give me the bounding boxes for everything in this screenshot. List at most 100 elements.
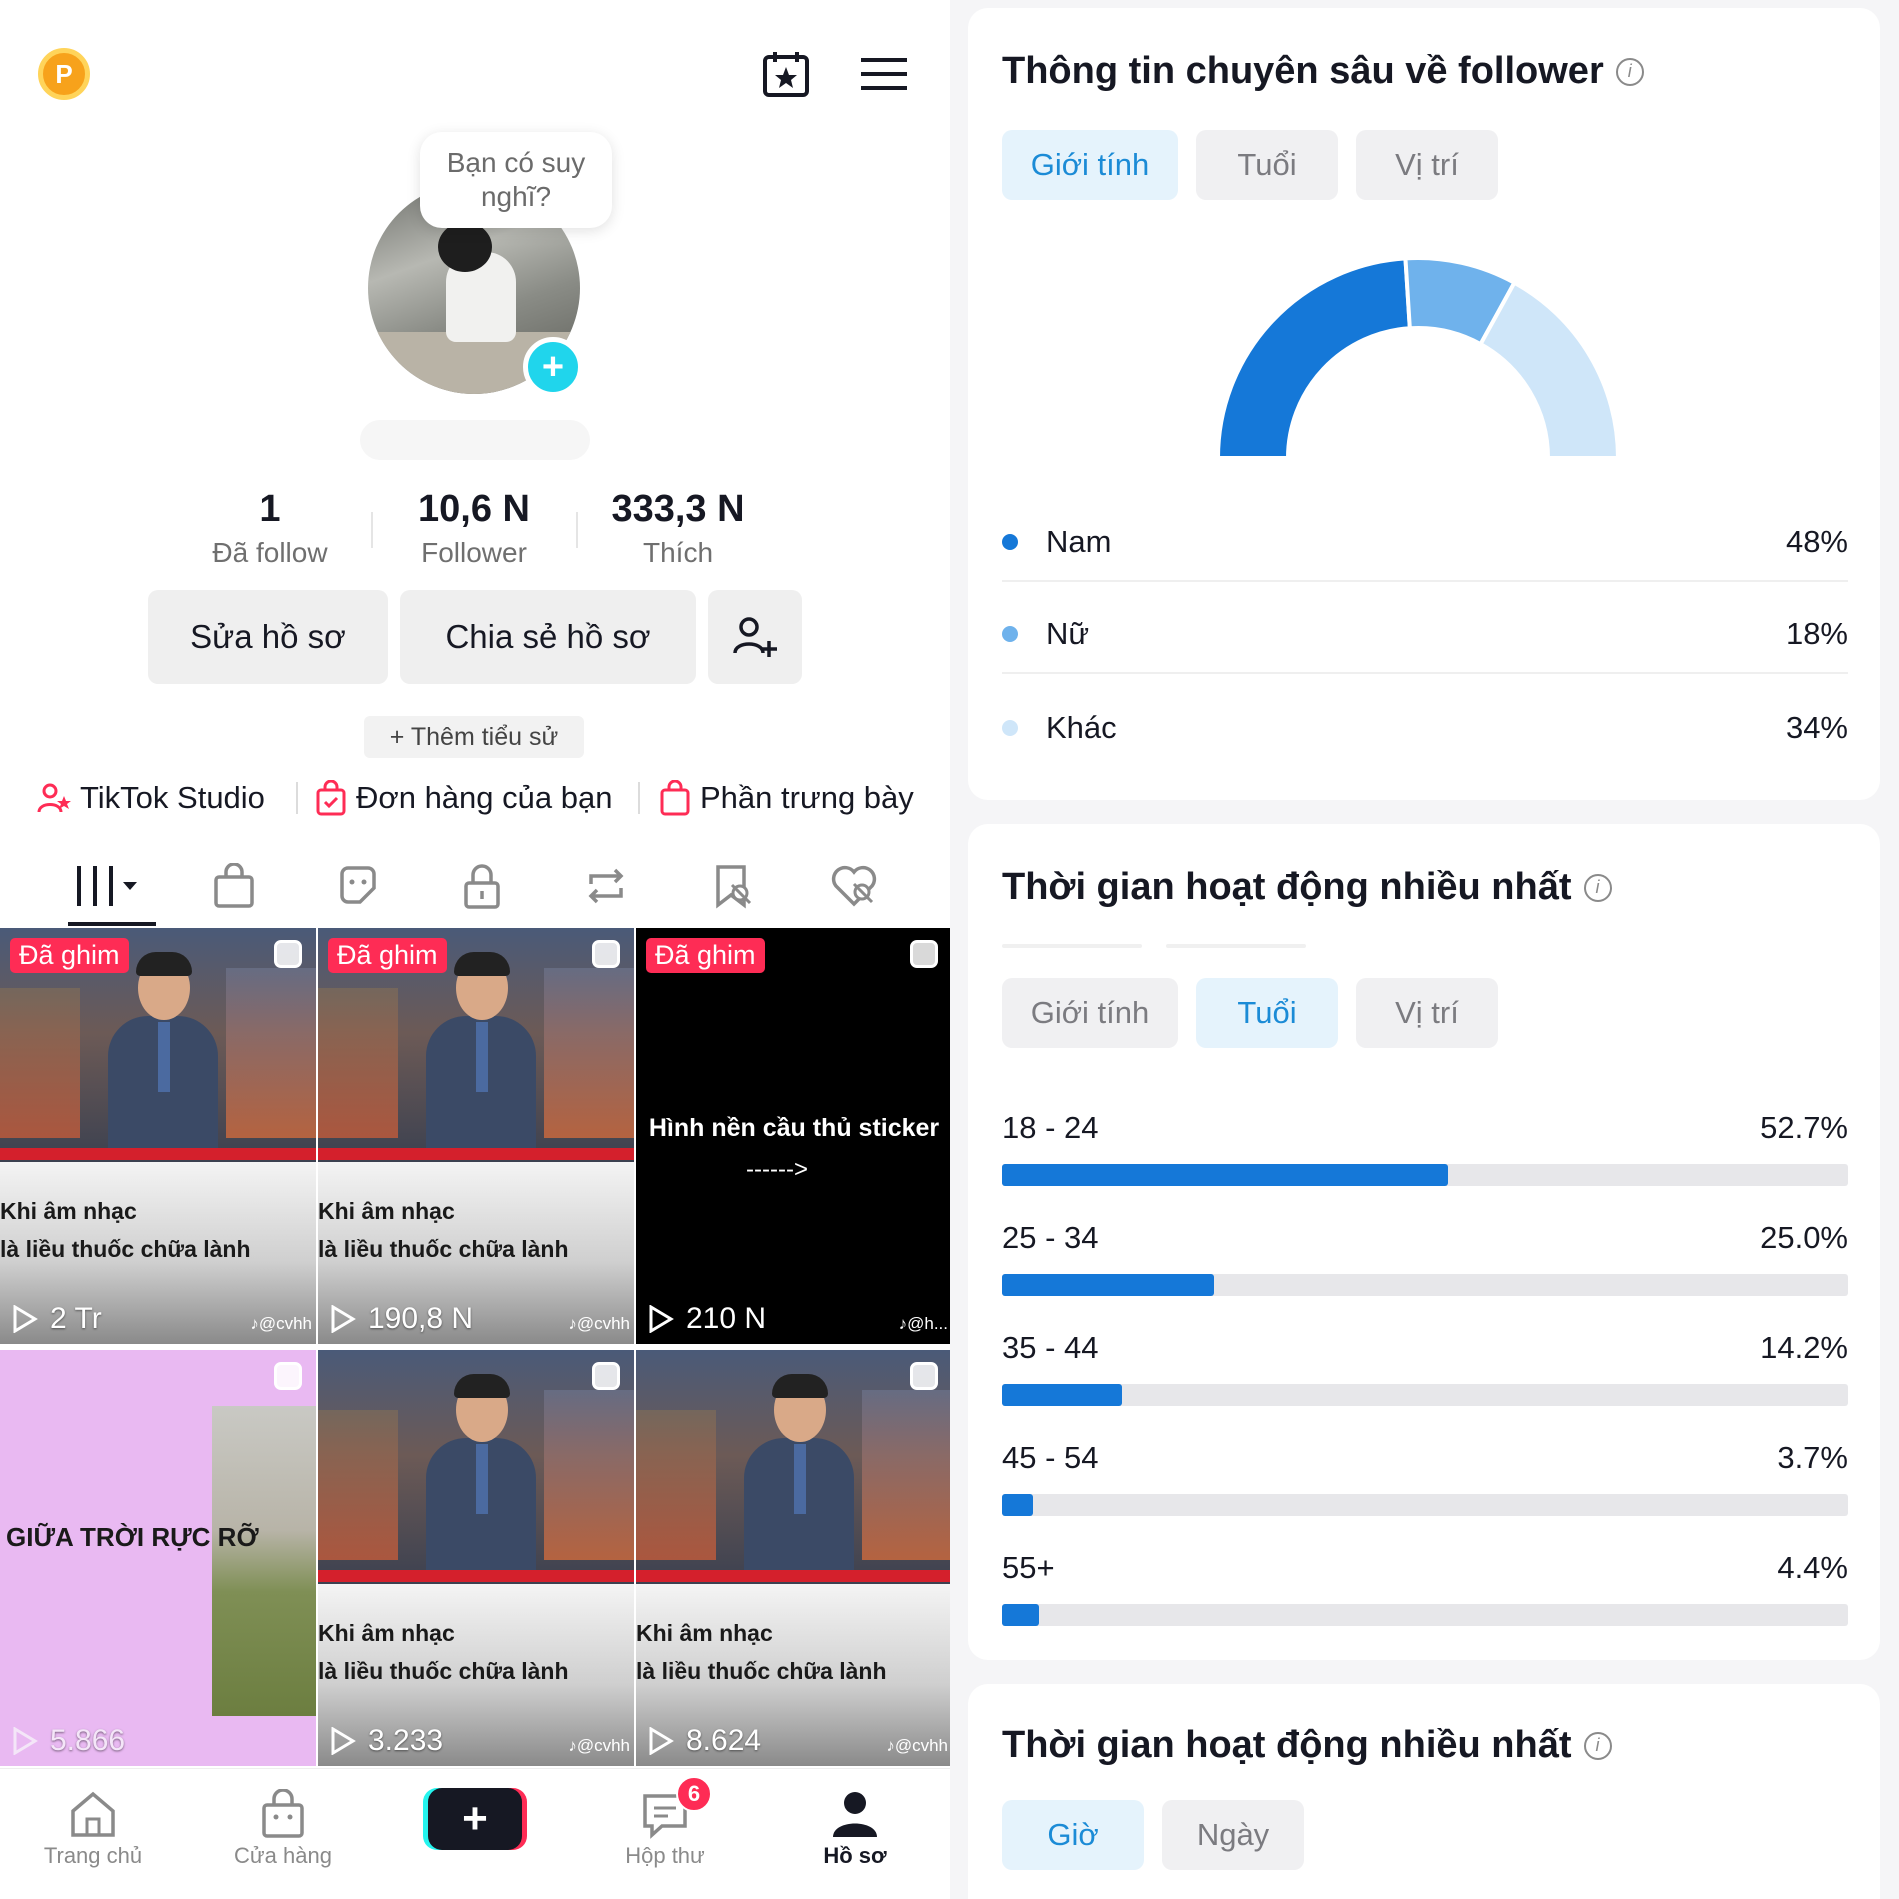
legend-label: Khác (1046, 710, 1117, 745)
shop-bag-icon (262, 1789, 304, 1838)
multi-select-icon (910, 1362, 938, 1390)
age-value: 25.0% (1760, 1220, 1848, 1255)
age-bar-fill (1002, 1384, 1123, 1406)
video-tile[interactable]: Khi âm nhạc là liều thuốc chữa lành Đã g… (318, 928, 634, 1344)
age-value: 52.7% (1760, 1110, 1848, 1145)
stat-following[interactable]: 1 Đã follow (190, 488, 350, 569)
stat-label: Đã follow (212, 537, 328, 568)
tab-day[interactable]: Ngày (1162, 1800, 1304, 1870)
view-count: 2 Tr (12, 1302, 102, 1336)
coin-icon[interactable]: P (38, 48, 90, 100)
add-friend-button[interactable] (708, 590, 802, 684)
play-icon (649, 1727, 674, 1755)
share-profile-button[interactable]: Chia sẻ hồ sơ (400, 590, 696, 684)
username-blurred (360, 420, 590, 460)
tab-videos[interactable] (70, 858, 146, 914)
note-bubble[interactable]: Bạn có suy nghĩ? (420, 132, 612, 228)
add-bio-button[interactable]: + Thêm tiểu sử (364, 716, 584, 758)
view-count: 5.866 (12, 1724, 125, 1758)
tab-hour[interactable]: Giờ (1002, 1800, 1144, 1870)
age-bar-fill (1002, 1494, 1034, 1516)
tab-age[interactable]: Tuổi (1196, 978, 1338, 1048)
video-handle: ♪@h... (898, 1314, 948, 1333)
video-tile[interactable]: GIỮA TRỜI RỰC RỠ 5.866 (0, 1350, 316, 1766)
video-tile[interactable]: Hình nền cầu thủ sticker ------> Đã ghim… (636, 928, 950, 1344)
nav-shop[interactable]: Cửa hàng (208, 1783, 358, 1869)
stat-label: Thích (642, 537, 714, 568)
info-icon[interactable]: i (1583, 873, 1612, 902)
add-avatar-icon[interactable]: + (523, 337, 583, 397)
view-count: 210 N (648, 1302, 766, 1336)
profile-screen: P Bạn có suy nghĩ? + 1 Đã follow 10,6 N … (0, 46, 950, 1869)
tab-shop[interactable] (206, 858, 262, 914)
age-label: 45 - 54 (1002, 1440, 1099, 1475)
follower-insights-card: Thông tin chuyên sâu về follower i Giới … (968, 8, 1880, 800)
age-label: 18 - 24 (1002, 1110, 1099, 1145)
video-caption: Khi âm nhạc (636, 1620, 773, 1646)
pinned-badge: Đã ghim (10, 938, 129, 973)
video-caption: là liều thuốc chữa lành (318, 1658, 569, 1684)
tab-reposts[interactable] (578, 858, 634, 914)
nav-label: Hộp thư (625, 1843, 705, 1868)
pinned-badge: Đã ghim (646, 938, 765, 973)
multi-select-icon (910, 940, 938, 968)
tab-location[interactable]: Vị trí (1356, 978, 1498, 1048)
age-label: 25 - 34 (1002, 1220, 1099, 1255)
nav-label: Trang chủ (43, 1843, 143, 1868)
age-value: 3.7% (1777, 1440, 1848, 1475)
play-icon (331, 1305, 356, 1333)
tab-favorites[interactable] (704, 858, 760, 914)
order-bag-icon (316, 780, 346, 816)
tab-stickers[interactable] (330, 858, 386, 914)
showcase-link[interactable]: Phần trưng bày (658, 776, 914, 820)
create-button[interactable]: + (428, 1788, 522, 1850)
nav-label: Hồ sơ (823, 1843, 887, 1868)
view-count: 3.233 (330, 1724, 443, 1758)
tab-age[interactable]: Tuổi (1196, 130, 1338, 200)
stat-likes[interactable]: 333,3 N Thích (588, 488, 768, 569)
info-icon[interactable]: i (1583, 1731, 1612, 1760)
age-bar-fill (1002, 1164, 1448, 1186)
sticker-icon (340, 866, 376, 904)
card-title: Thông tin chuyên sâu về follower i (1002, 50, 1644, 93)
orders-link[interactable]: Đơn hàng của bạn (314, 776, 612, 820)
add-user-icon (733, 617, 777, 657)
tab-liked[interactable] (826, 858, 882, 914)
view-count: 190,8 N (330, 1302, 473, 1336)
stat-followers[interactable]: 10,6 N Follower (394, 488, 554, 569)
legend-label: Nam (1046, 524, 1112, 559)
multi-select-icon (592, 940, 620, 968)
play-icon (331, 1727, 356, 1755)
edit-profile-button[interactable]: Sửa hồ sơ (148, 590, 388, 684)
video-caption: là liều thuốc chữa lành (0, 1236, 251, 1262)
heart-hidden-icon (831, 865, 877, 907)
info-icon[interactable]: i (1615, 57, 1644, 86)
nav-home[interactable]: Trang chủ (18, 1783, 168, 1869)
repost-icon (588, 868, 624, 904)
calendar-star-icon[interactable] (758, 46, 814, 102)
age-bar-fill (1002, 1274, 1214, 1296)
video-tile[interactable]: Khi âm nhạc là liều thuốc chữa lành 8.62… (636, 1350, 950, 1766)
age-bar-track (1002, 1164, 1848, 1186)
tab-gender[interactable]: Giới tính (1002, 978, 1178, 1048)
tab-private[interactable] (454, 858, 510, 914)
stat-divider (576, 512, 578, 548)
nav-profile[interactable]: Hồ sơ (780, 1783, 930, 1869)
video-title: Hình nền cầu thủ sticker (648, 1114, 940, 1142)
video-tile[interactable]: Khi âm nhạc là liều thuốc chữa lành 3.23… (318, 1350, 634, 1766)
profile-icon (833, 1792, 877, 1837)
activity-age-card: Thời gian hoạt động nhiều nhất i Giới tí… (968, 824, 1880, 1660)
video-handle: ♪@cvhh (886, 1736, 948, 1755)
link-label: Phần trưng bày (700, 780, 914, 815)
video-arrow: ------> (746, 1156, 808, 1183)
nav-inbox[interactable]: Hộp thư (590, 1783, 740, 1869)
tab-gender[interactable]: Giới tính (1002, 130, 1178, 200)
tab-location[interactable]: Vị trí (1356, 130, 1498, 200)
video-tile[interactable]: Khi âm nhạc là liều thuốc chữa lành Đã g… (0, 928, 316, 1344)
play-icon (649, 1305, 674, 1333)
stat-value: 10,6 N (418, 488, 530, 530)
multi-select-icon (274, 940, 302, 968)
menu-icon[interactable] (856, 46, 912, 102)
tiktok-studio-link[interactable]: TikTok Studio (36, 776, 265, 820)
age-row: 45 - 54 3.7% (1002, 1440, 1848, 1516)
